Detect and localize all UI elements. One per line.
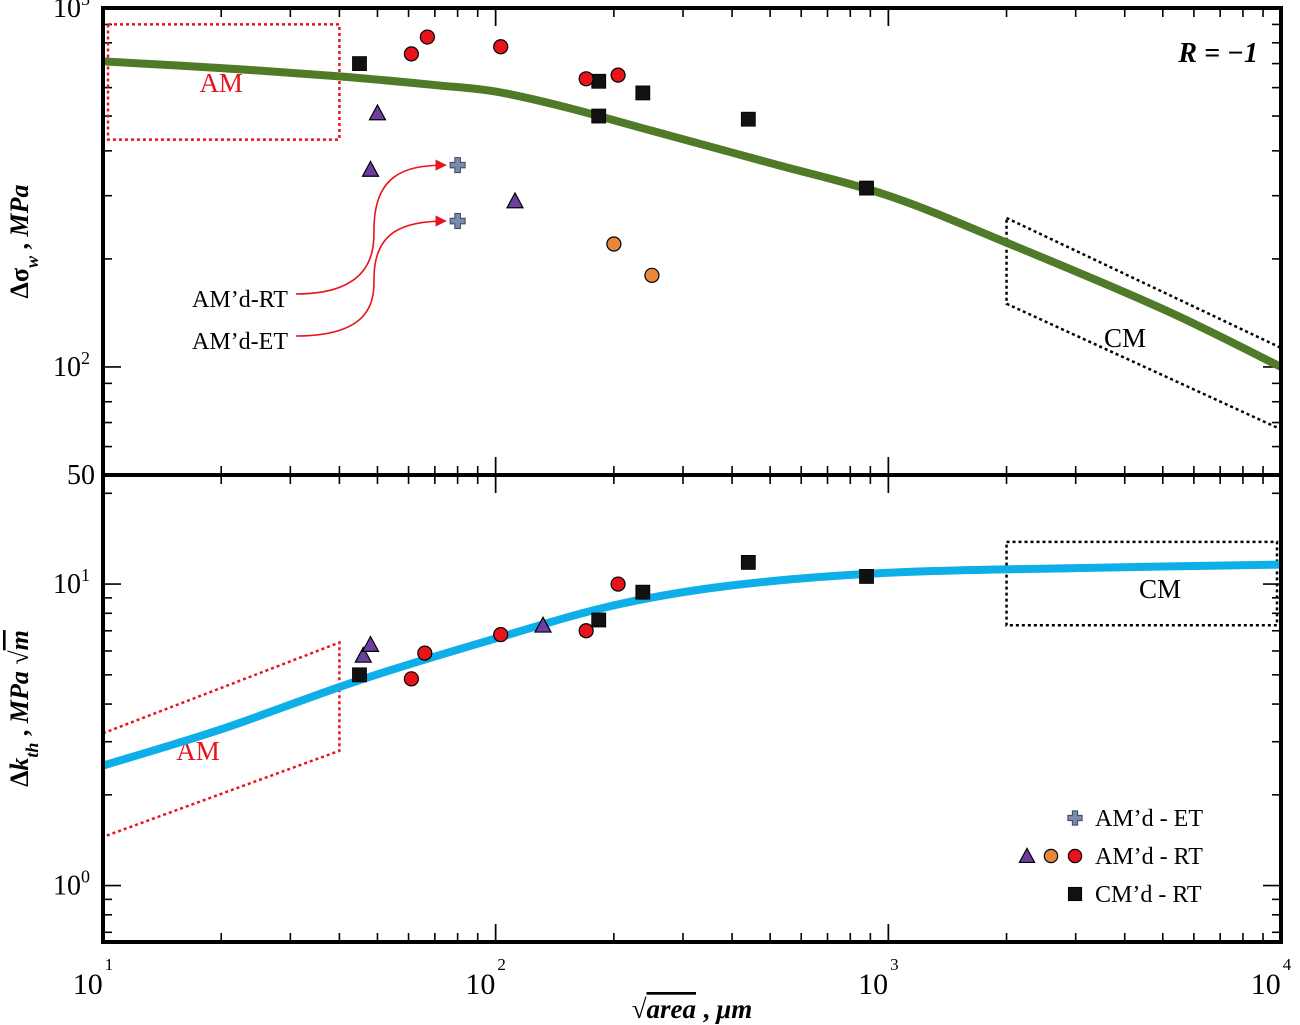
legend-marker bbox=[1018, 847, 1036, 864]
data-point bbox=[578, 71, 594, 87]
am-region bbox=[101, 640, 341, 839]
y-tick-label: 100 bbox=[53, 867, 90, 902]
y-tick-label: 50 bbox=[67, 460, 95, 491]
bottom-plot-frame bbox=[101, 473, 1283, 944]
data-point bbox=[449, 213, 466, 230]
data-point bbox=[591, 108, 607, 124]
data-point bbox=[368, 103, 387, 121]
threshold-curve bbox=[101, 560, 1282, 770]
data-point bbox=[352, 667, 367, 683]
am-region bbox=[106, 23, 341, 141]
legend-marker bbox=[1067, 810, 1083, 826]
data-point bbox=[354, 646, 373, 663]
data-point bbox=[361, 635, 380, 652]
data-point bbox=[859, 180, 874, 196]
y-axis-label-bottom: Δkth , MPa √m bbox=[5, 630, 42, 787]
data-point bbox=[740, 111, 756, 127]
callout-arrow bbox=[295, 215, 447, 337]
data-point bbox=[403, 46, 419, 62]
legend-label: AM’d - ET bbox=[1095, 806, 1203, 832]
data-point bbox=[417, 645, 433, 661]
x-axis-label: √area , μm bbox=[632, 994, 753, 1024]
legend-label: AM’d - RT bbox=[1095, 844, 1203, 870]
data-point bbox=[493, 39, 509, 55]
common-axis: 101 102 103 104 √area , μm bbox=[73, 8, 1292, 1024]
x-tick-label: 102 bbox=[465, 955, 505, 1001]
data-point bbox=[591, 73, 607, 89]
data-point bbox=[419, 29, 435, 45]
data-point bbox=[635, 85, 651, 101]
callout-label: AM’d-RT bbox=[192, 287, 288, 313]
data-point bbox=[610, 67, 626, 83]
data-point bbox=[505, 191, 524, 209]
legend-marker bbox=[1067, 848, 1083, 864]
data-point bbox=[578, 623, 594, 639]
data-point bbox=[740, 554, 756, 570]
legend-marker bbox=[1067, 886, 1083, 902]
x-tick-label: 104 bbox=[1251, 955, 1292, 1001]
data-point bbox=[493, 626, 509, 643]
data-point bbox=[606, 236, 622, 252]
data-point bbox=[591, 612, 607, 628]
data-point bbox=[610, 576, 626, 592]
cm-region-label: CM bbox=[1139, 574, 1181, 604]
x-tick-label: 101 bbox=[73, 955, 114, 1001]
cm-region-label: CM bbox=[1104, 323, 1146, 353]
callout-label: AM’d-ET bbox=[192, 329, 288, 355]
data-point bbox=[635, 584, 651, 600]
top-plot-frame bbox=[101, 6, 1283, 477]
legend-marker bbox=[1043, 848, 1059, 864]
fatigue-limit-curve bbox=[102, 57, 1283, 371]
y-axis-label-top: Δσw , MPa bbox=[5, 185, 42, 299]
data-point bbox=[859, 569, 874, 584]
data-point bbox=[352, 56, 367, 72]
cm-region bbox=[1005, 540, 1279, 627]
y-tick-label: 102 bbox=[53, 348, 90, 383]
x-tick-label: 103 bbox=[858, 955, 899, 1001]
y-tick-label: 101 bbox=[53, 565, 90, 600]
legend: AM’d - ET AM’d - RT CM’d - RT bbox=[1018, 806, 1203, 908]
data-point bbox=[403, 671, 419, 687]
data-point bbox=[534, 616, 553, 633]
legend-label: CM’d - RT bbox=[1095, 882, 1202, 908]
callout-arrow bbox=[295, 159, 447, 295]
y-tick-label: 103 bbox=[53, 0, 90, 24]
load-ratio-annotation: R = −1 bbox=[1177, 38, 1258, 69]
data-point bbox=[644, 267, 660, 283]
data-point bbox=[361, 160, 380, 177]
data-point bbox=[449, 157, 466, 174]
